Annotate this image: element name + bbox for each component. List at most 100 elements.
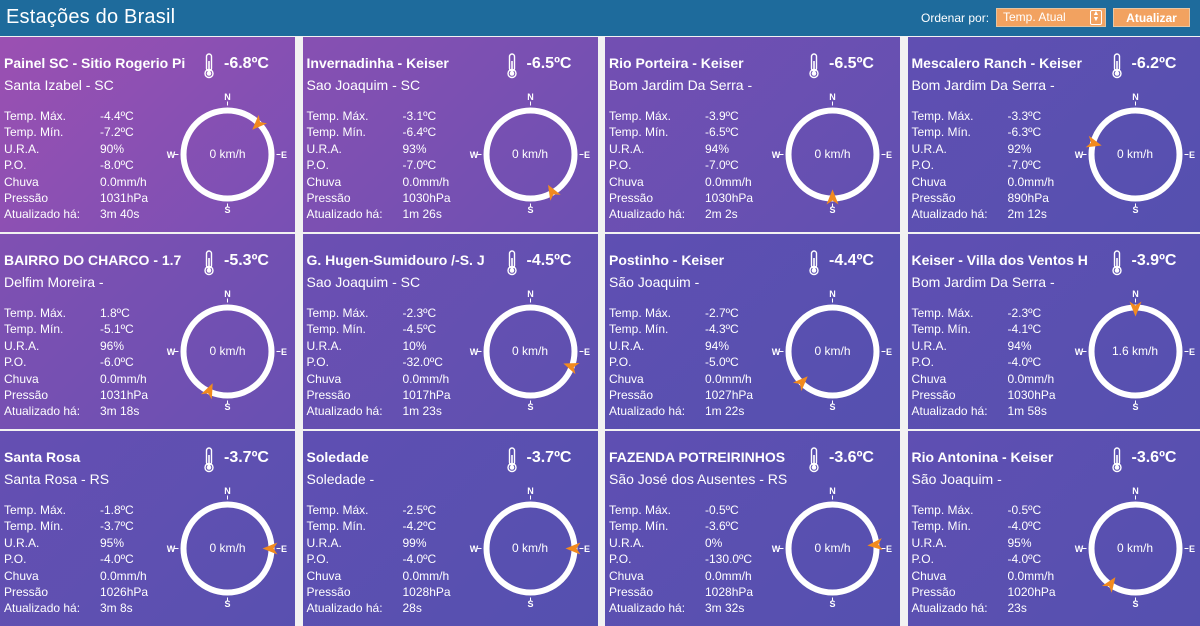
stat-updated: Atualizado há:1m 26s bbox=[307, 207, 451, 223]
stat-max-temp: Temp. Máx.1.8ºC bbox=[4, 306, 148, 322]
stat-rain-value: 0.0mm/h bbox=[1008, 569, 1055, 583]
stat-min-temp: Temp. Mín.-3.7ºC bbox=[4, 519, 148, 535]
compass-n-label: N bbox=[224, 289, 231, 299]
station-name: Painel SC - Sitio Rogerio Pi bbox=[4, 55, 206, 71]
stat-rain-label: Chuva bbox=[307, 372, 403, 386]
stat-dew-point-label: P.O. bbox=[609, 355, 705, 369]
stat-max-temp-value: -3.3ºC bbox=[1008, 109, 1042, 123]
thermometer-icon bbox=[808, 53, 820, 79]
stat-updated-label: Atualizado há: bbox=[4, 404, 100, 418]
sort-select-value: Temp. Atual bbox=[1003, 10, 1066, 24]
stat-humidity: U.R.A.92% bbox=[912, 142, 1055, 158]
page-title: Estações do Brasil bbox=[6, 6, 175, 29]
stat-rain-label: Chuva bbox=[609, 372, 705, 386]
stat-pressure-label: Pressão bbox=[609, 585, 705, 599]
stat-min-temp: Temp. Mín.-6.4ºC bbox=[307, 125, 451, 141]
stat-updated: Atualizado há:1m 22s bbox=[609, 404, 753, 420]
stat-dew-point-label: P.O. bbox=[307, 355, 403, 369]
stat-updated-value: 2m 12s bbox=[1008, 207, 1047, 221]
thermometer-icon bbox=[1111, 250, 1123, 276]
compass-w-label: W bbox=[167, 150, 176, 160]
stat-min-temp-value: -4.1ºC bbox=[1008, 322, 1042, 336]
stat-max-temp-label: Temp. Máx. bbox=[609, 109, 705, 123]
stat-pressure-value: 1027hPa bbox=[705, 388, 753, 402]
stat-min-temp: Temp. Mín.-6.5ºC bbox=[609, 125, 753, 141]
stat-dew-point-label: P.O. bbox=[912, 158, 1008, 172]
stat-humidity-value: 10% bbox=[403, 339, 427, 353]
stat-dew-point: P.O.-32.0ºC bbox=[307, 355, 451, 371]
current-temperature: -3.6ºC bbox=[1132, 449, 1177, 467]
stat-min-temp: Temp. Mín.-6.3ºC bbox=[912, 125, 1055, 141]
stat-max-temp: Temp. Máx.-2.3ºC bbox=[307, 306, 451, 322]
stat-pressure-value: 1030hPa bbox=[705, 191, 753, 205]
station-name: FAZENDA POTREIRINHOS bbox=[609, 449, 811, 465]
stat-updated-value: 3m 32s bbox=[705, 601, 744, 615]
stat-min-temp-label: Temp. Mín. bbox=[609, 125, 705, 139]
stat-max-temp-label: Temp. Máx. bbox=[912, 306, 1008, 320]
stat-pressure-label: Pressão bbox=[4, 585, 100, 599]
stat-min-temp-value: -4.0ºC bbox=[1008, 519, 1042, 533]
stat-dew-point-label: P.O. bbox=[609, 552, 705, 566]
stat-humidity-label: U.R.A. bbox=[4, 142, 100, 156]
station-name: Rio Porteira - Keiser bbox=[609, 55, 811, 71]
thermometer-icon bbox=[1111, 447, 1123, 473]
stat-max-temp-label: Temp. Máx. bbox=[609, 306, 705, 320]
stat-max-temp-value: -2.3ºC bbox=[1008, 306, 1042, 320]
stat-rain-label: Chuva bbox=[4, 569, 100, 583]
compass-s-label: S bbox=[527, 599, 533, 609]
station-name: Mescalero Ranch - Keiser bbox=[912, 55, 1114, 71]
stat-updated-value: 1m 26s bbox=[403, 207, 442, 221]
compass-n-label: N bbox=[224, 92, 231, 102]
stat-dew-point: P.O.-7.0ºC bbox=[609, 158, 753, 174]
stat-min-temp-value: -4.2ºC bbox=[403, 519, 437, 533]
stat-max-temp-label: Temp. Máx. bbox=[307, 306, 403, 320]
stat-pressure-value: 890hPa bbox=[1008, 191, 1049, 205]
stat-rain-value: 0.0mm/h bbox=[100, 372, 147, 386]
stat-dew-point-label: P.O. bbox=[912, 355, 1008, 369]
stat-rain-value: 0.0mm/h bbox=[403, 372, 450, 386]
stat-dew-point: P.O.-4.0ºC bbox=[912, 552, 1056, 568]
sort-select[interactable]: Temp. Atual ▲▼ bbox=[996, 8, 1106, 27]
stat-dew-point-value: -6.0ºC bbox=[100, 355, 134, 369]
stat-rain-value: 0.0mm/h bbox=[1008, 175, 1055, 189]
compass-n-label: N bbox=[829, 486, 836, 496]
stat-updated-value: 1m 58s bbox=[1008, 404, 1047, 418]
stat-dew-point-value: -7.0ºC bbox=[1008, 158, 1042, 172]
stat-min-temp-label: Temp. Mín. bbox=[307, 125, 403, 139]
stat-updated-value: 23s bbox=[1008, 601, 1027, 615]
compass-s-label: S bbox=[527, 402, 533, 412]
stat-dew-point: P.O.-5.0ºC bbox=[609, 355, 753, 371]
stat-min-temp: Temp. Mín.-5.1ºC bbox=[4, 322, 148, 338]
current-temperature: -3.7ºC bbox=[224, 449, 269, 467]
compass-e-label: E bbox=[886, 544, 892, 554]
thermometer-icon bbox=[203, 250, 215, 276]
station-location: Sao Joaquim - SC bbox=[307, 274, 421, 290]
stat-dew-point: P.O.-4.0ºC bbox=[912, 355, 1056, 371]
stat-min-temp: Temp. Mín.-4.1ºC bbox=[912, 322, 1056, 338]
update-button[interactable]: Atualizar bbox=[1113, 8, 1190, 27]
stat-max-temp-label: Temp. Máx. bbox=[4, 306, 100, 320]
stat-min-temp-value: -6.5ºC bbox=[705, 125, 739, 139]
stat-max-temp: Temp. Máx.-0.5ºC bbox=[912, 503, 1056, 519]
